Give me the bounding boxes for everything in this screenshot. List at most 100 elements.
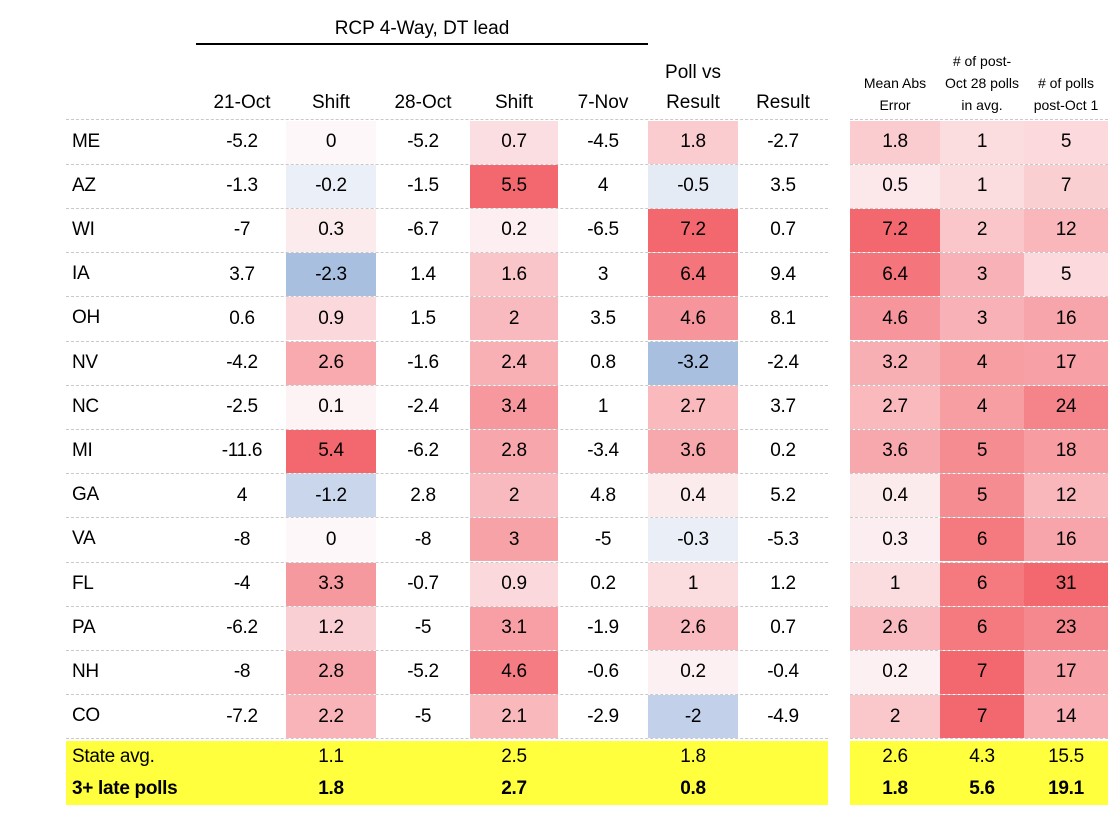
- row-separator: [66, 119, 828, 120]
- result-cell: 5.2: [770, 484, 796, 506]
- row-separator: [850, 605, 1108, 607]
- shift-1-cell: 2.8: [286, 650, 376, 695]
- mean-abs-error-cell: 0.4: [850, 474, 940, 518]
- mean-abs-error-cell: 0.3: [850, 518, 940, 562]
- result-cell: 3.7: [770, 396, 796, 418]
- summary-late-polls-in-avg: 5.6: [969, 777, 995, 799]
- late-polls-in-avg-cell: 1: [940, 120, 1024, 164]
- oct28-cell: -5: [414, 705, 432, 727]
- shift-1-cell: 0.3: [286, 208, 376, 253]
- row-separator: [66, 340, 828, 342]
- state-label: IA: [72, 263, 90, 285]
- late-polls-in-avg-cell: 1: [940, 164, 1024, 208]
- late-polls-in-avg-cell: 7: [940, 650, 1024, 695]
- late-polls-in-avg-cell: 7: [940, 695, 1024, 739]
- column-header: Shift: [494, 92, 534, 113]
- column-header: # of polls post-Oct 1: [1033, 75, 1099, 113]
- row-separator: [850, 340, 1108, 342]
- nov7-cell: -0.6: [587, 661, 619, 683]
- row-separator: [850, 119, 1108, 120]
- result-cell: -2.7: [767, 131, 799, 153]
- shift-1-cell: 0: [286, 518, 376, 562]
- result-cell: 3.5: [770, 175, 796, 197]
- shift-1-cell: 5.4: [286, 429, 376, 474]
- summary-mean-abs-error: 2.6: [882, 745, 908, 767]
- polls-post-oct1-cell: 24: [1024, 385, 1108, 429]
- poll-vs-result-cell: -3.2: [648, 341, 738, 385]
- poll-vs-result-cell: 0.4: [648, 474, 738, 518]
- column-header: 21-Oct: [213, 92, 271, 113]
- mean-abs-error-cell: 1: [850, 562, 940, 606]
- poll-vs-result-cell: -2: [648, 695, 738, 739]
- poll-vs-result-cell: 1.8: [648, 120, 738, 164]
- state-label: NH: [72, 660, 99, 682]
- shift-2-cell: 5.5: [470, 164, 558, 208]
- row-separator: [66, 252, 828, 254]
- poll-vs-result-cell: 1: [648, 562, 738, 606]
- summary-polls-post-oct1: 19.1: [1048, 777, 1084, 799]
- row-separator: [850, 296, 1108, 298]
- result-cell: -0.4: [767, 661, 799, 683]
- state-label: GA: [72, 484, 99, 506]
- row-separator: [850, 694, 1108, 696]
- nov7-cell: 0.2: [590, 573, 616, 595]
- poll-vs-result-cell: 2.7: [648, 385, 738, 429]
- nov7-cell: -6.5: [587, 219, 619, 241]
- summary-shift-2: 2.7: [501, 777, 527, 799]
- summary-shift-1: 1.1: [318, 745, 344, 767]
- row-separator: [66, 561, 828, 563]
- state-label: NC: [72, 395, 99, 417]
- summary-mean-abs-error: 1.8: [882, 777, 908, 799]
- poll-vs-result-cell: 7.2: [648, 208, 738, 253]
- oct21-cell: -4: [233, 573, 251, 595]
- state-label: NV: [72, 351, 98, 373]
- row-separator: [850, 384, 1108, 386]
- summary-poll-vs-result: 1.8: [680, 745, 706, 767]
- result-cell: 0.2: [770, 440, 796, 462]
- oct21-cell: -11.6: [221, 440, 263, 462]
- shift-1-cell: -1.2: [286, 474, 376, 518]
- poll-vs-result-cell: 6.4: [648, 253, 738, 297]
- oct28-cell: -6.7: [407, 219, 439, 241]
- late-polls-in-avg-cell: 6: [940, 606, 1024, 650]
- row-separator: [850, 207, 1108, 209]
- row-separator: [850, 473, 1108, 475]
- polls-post-oct1-cell: 5: [1024, 120, 1108, 164]
- polls-post-oct1-cell: 7: [1024, 164, 1108, 208]
- shift-1-cell: 2.6: [286, 341, 376, 385]
- polls-post-oct1-cell: 12: [1024, 208, 1108, 253]
- state-label: AZ: [72, 174, 96, 196]
- column-header: Result: [756, 92, 810, 113]
- late-polls-in-avg-cell: 4: [940, 341, 1024, 385]
- row-separator: [850, 163, 1108, 165]
- oct21-cell: -7: [233, 219, 251, 241]
- shift-1-cell: -0.2: [286, 164, 376, 208]
- row-separator: [850, 561, 1108, 563]
- polls-post-oct1-cell: 31: [1024, 562, 1108, 606]
- poll-vs-result-cell: -0.3: [648, 518, 738, 562]
- row-separator: [66, 694, 828, 696]
- row-separator: [66, 428, 828, 430]
- shift-2-cell: 4.6: [470, 650, 558, 695]
- oct21-cell: -7.2: [226, 705, 258, 727]
- shift-2-cell: 1.6: [470, 253, 558, 297]
- state-label: ME: [72, 130, 100, 152]
- nov7-cell: 3.5: [590, 307, 616, 329]
- mean-abs-error-cell: 7.2: [850, 208, 940, 253]
- oct21-cell: -4.2: [226, 352, 258, 374]
- polls-post-oct1-cell: 16: [1024, 297, 1108, 341]
- row-separator: [66, 384, 828, 386]
- oct28-cell: -1.6: [407, 352, 439, 374]
- late-polls-in-avg-cell: 3: [940, 297, 1024, 341]
- oct21-cell: 4: [236, 484, 248, 506]
- summary-label: 3+ late polls: [72, 777, 178, 799]
- row-separator: [850, 517, 1108, 519]
- mean-abs-error-cell: 1.8: [850, 120, 940, 164]
- column-header: # of post- Oct 28 polls in avg.: [945, 53, 1019, 113]
- row-separator: [66, 517, 828, 519]
- shift-1-cell: 1.2: [286, 606, 376, 650]
- shift-1-cell: -2.3: [286, 253, 376, 297]
- oct28-cell: -5.2: [407, 131, 439, 153]
- result-cell: 0.7: [770, 219, 796, 241]
